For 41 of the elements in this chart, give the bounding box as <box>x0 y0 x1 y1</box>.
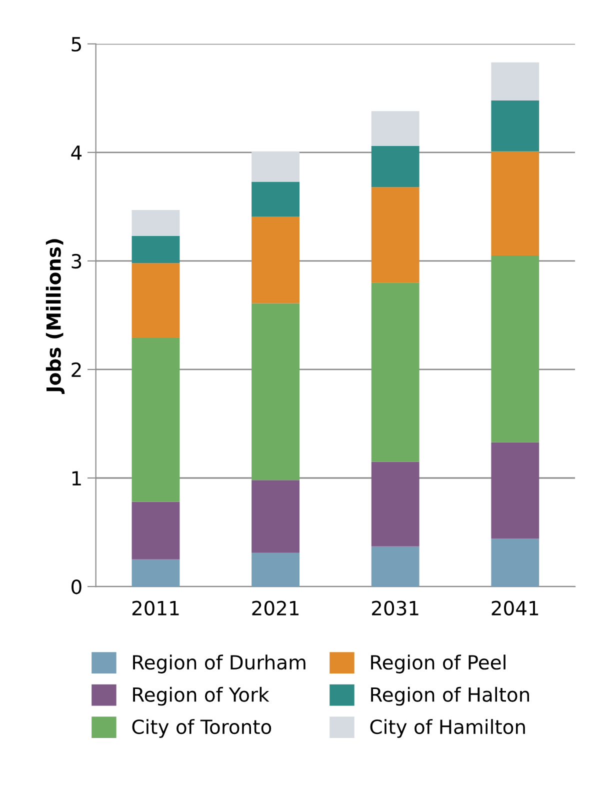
x-tick-label: 2041 <box>492 600 538 616</box>
legend-label: Region of Halton <box>371 686 530 706</box>
x-tick-label: 2031 <box>372 600 418 616</box>
bar <box>371 111 420 146</box>
y-axis-title: Jobs (Millions) <box>46 239 65 394</box>
bar <box>252 182 300 216</box>
bar <box>371 282 420 462</box>
bar <box>252 303 300 480</box>
x-tick-label: 2011 <box>132 600 179 616</box>
bar <box>491 538 540 587</box>
bar <box>371 462 420 546</box>
x-tick-label: 2021 <box>252 600 298 616</box>
y-tick-label: 5 <box>72 37 81 52</box>
legend-label: Region of York <box>133 686 270 706</box>
bar <box>132 263 180 338</box>
bar <box>132 236 180 264</box>
bar <box>252 216 300 304</box>
bar <box>132 210 180 236</box>
legend-label: City of Hamilton <box>370 719 525 738</box>
bar <box>371 187 420 283</box>
y-tick-label: 2 <box>72 362 81 377</box>
y-tick-label: 3 <box>72 254 82 269</box>
y-tick-label: 1 <box>72 471 81 486</box>
bar <box>371 146 420 188</box>
bar <box>491 151 540 256</box>
y-tick-label: 0 <box>72 579 82 594</box>
bar <box>132 559 180 587</box>
bar <box>252 151 300 182</box>
bar <box>132 338 180 502</box>
bar <box>252 552 300 587</box>
bar <box>491 256 540 442</box>
bar <box>491 100 540 152</box>
legend-label: Region of Peel <box>371 654 506 674</box>
bar <box>491 62 540 100</box>
legend-label: Region of Durham <box>133 654 306 674</box>
y-tick-label: 4 <box>71 146 82 160</box>
legend-label: City of Toronto <box>132 719 272 738</box>
bar <box>491 442 540 539</box>
bar <box>371 546 420 587</box>
bar <box>132 502 180 560</box>
bar <box>252 480 300 553</box>
